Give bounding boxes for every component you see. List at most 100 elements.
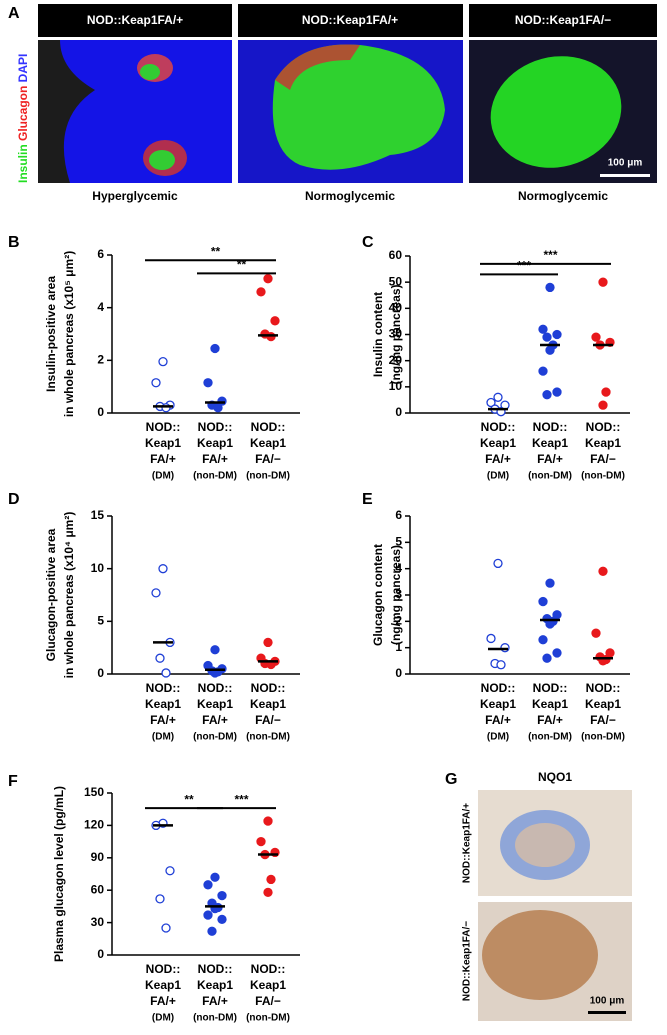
y-axis-label: Insulin-positive area (44, 276, 58, 392)
x-tick-label: NOD:: (586, 420, 621, 434)
data-point (263, 274, 273, 284)
data-point (493, 392, 503, 402)
x-tick-label: Keap1 (480, 436, 516, 450)
y-tick-label: 40 (389, 301, 403, 315)
y-tick-label: 60 (91, 882, 105, 896)
data-point (266, 874, 276, 885)
x-tick-label: FA/+ (537, 713, 563, 727)
data-point (155, 653, 165, 663)
y-tick-label: 10 (389, 379, 403, 393)
data-point (598, 277, 608, 287)
x-tick-label: NOD:: (198, 962, 233, 976)
data-point (256, 287, 266, 297)
stain-label: DAPI (16, 54, 30, 83)
data-point (552, 648, 562, 658)
y-axis-label: in whole pancreas (x10⁵ μm²) (62, 251, 76, 417)
data-point (496, 660, 506, 670)
x-tick-label: NOD:: (146, 681, 181, 695)
row-label: NOD::Keap1FA/+ (462, 803, 473, 883)
significance-label: *** (234, 792, 248, 806)
x-tick-label: Keap1 (145, 697, 181, 711)
data-point (270, 316, 280, 326)
data-point (486, 633, 496, 644)
data-point (552, 387, 562, 397)
data-point (158, 564, 168, 574)
header-bar (469, 4, 657, 37)
data-point (210, 645, 220, 655)
data-point (591, 332, 601, 342)
y-tick-label: 2 (395, 614, 402, 628)
data-point (591, 628, 601, 638)
x-tick-label: NOD:: (146, 962, 181, 976)
y-tick-label: 1 (395, 640, 402, 654)
data-point (538, 324, 548, 334)
y-tick-label: 4 (395, 561, 402, 575)
data-point (542, 653, 552, 663)
x-tick-label: FA/− (255, 452, 281, 466)
x-tick-label: Keap1 (197, 978, 233, 992)
x-tick-label: (DM) (152, 732, 174, 743)
y-tick-label: 0 (97, 947, 104, 961)
data-point (500, 643, 510, 653)
x-tick-label: (non-DM) (581, 732, 625, 743)
x-tick-label: NOD:: (481, 420, 516, 434)
x-tick-label: (DM) (152, 1013, 174, 1024)
y-tick-label: 20 (389, 353, 403, 367)
data-point (203, 910, 213, 920)
image-caption: Normoglycemic (305, 189, 395, 203)
data-point (552, 329, 562, 340)
data-point (542, 332, 552, 342)
x-tick-label: FA/+ (150, 713, 176, 727)
y-axis-label: Glucagon content (371, 544, 385, 646)
x-tick-label: Keap1 (250, 978, 286, 992)
data-point (203, 378, 213, 388)
x-tick-label: NOD:: (251, 420, 286, 434)
x-tick-label: (non-DM) (246, 1013, 290, 1024)
data-point (158, 356, 168, 367)
x-tick-label: Keap1 (197, 436, 233, 450)
x-tick-label: Keap1 (480, 697, 516, 711)
y-axis-label: in whole pancreas (x10⁴ μm²) (62, 512, 76, 679)
y-tick-label: 90 (91, 850, 105, 864)
x-tick-label: (non-DM) (193, 471, 237, 482)
x-tick-label: NOD:: (198, 420, 233, 434)
y-tick-label: 60 (389, 248, 403, 262)
data-point (207, 926, 217, 936)
x-tick-label: FA/+ (537, 452, 563, 466)
y-tick-label: 0 (97, 666, 104, 680)
x-tick-label: FA/− (255, 713, 281, 727)
significance-label: ** (211, 244, 221, 258)
image-header: NOD::Keap1FA/+ (87, 13, 183, 27)
data-point (161, 923, 171, 933)
data-point (161, 668, 171, 678)
data-point (217, 914, 227, 925)
significance-label: ** (237, 258, 247, 272)
x-tick-label: FA/+ (202, 994, 228, 1008)
x-tick-label: FA/+ (150, 452, 176, 466)
data-point (605, 648, 615, 658)
y-tick-label: 0 (97, 405, 104, 419)
x-tick-label: Keap1 (197, 697, 233, 711)
data-point (217, 890, 227, 901)
panel-label: D (8, 491, 20, 508)
data-point (263, 887, 273, 898)
data-point (538, 635, 548, 645)
panel-label: G (445, 771, 457, 788)
x-tick-label: Keap1 (145, 436, 181, 450)
data-point (545, 578, 555, 588)
x-tick-label: Keap1 (250, 436, 286, 450)
data-point (210, 343, 220, 354)
y-axis-label: (ng/mg pancreas) (389, 284, 403, 384)
y-axis-label: Insulin content (371, 292, 385, 377)
y-tick-label: 10 (91, 561, 105, 575)
x-tick-label: (DM) (487, 471, 509, 482)
header-bar (38, 4, 232, 37)
data-point (486, 397, 496, 408)
data-point (545, 345, 555, 355)
y-tick-label: 5 (97, 614, 104, 628)
y-tick-label: 150 (84, 785, 104, 799)
panel-g-images (478, 790, 632, 1021)
data-point (210, 872, 220, 882)
x-tick-label: (non-DM) (193, 732, 237, 743)
x-tick-label: (DM) (152, 471, 174, 482)
